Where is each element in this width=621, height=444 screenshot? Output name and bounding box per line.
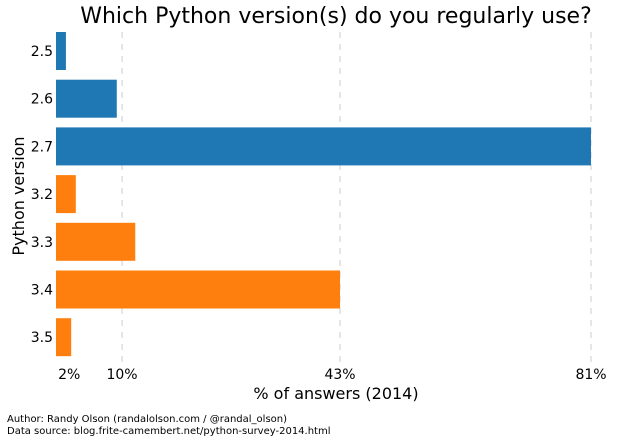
y-tick-label: 2.6 bbox=[31, 92, 53, 108]
x-tick-label: 10% bbox=[106, 367, 137, 383]
credits: Author: Randy Olson (randalolson.com / @… bbox=[7, 414, 331, 438]
x-tick-labels: 2% 10% 43% 81% bbox=[58, 367, 606, 383]
y-axis-label: Python version bbox=[9, 136, 28, 255]
bar-3-5 bbox=[56, 318, 72, 357]
bars bbox=[56, 32, 591, 357]
bar-2-6 bbox=[56, 79, 117, 118]
y-tick-label: 3.2 bbox=[31, 187, 53, 203]
bar-3-2 bbox=[56, 175, 76, 214]
bar-3-3 bbox=[56, 222, 136, 261]
gridlines bbox=[121, 32, 592, 366]
bar-3-4 bbox=[56, 270, 341, 309]
y-tick-label: 2.5 bbox=[31, 44, 53, 60]
x-tick-label: 81% bbox=[575, 367, 606, 383]
bar-2-7 bbox=[56, 127, 591, 166]
y-tick-label: 3.3 bbox=[31, 235, 53, 251]
y-tick-label: 2.7 bbox=[31, 139, 53, 155]
bar-2-5 bbox=[56, 32, 66, 70]
y-tick-labels: 2.5 2.6 2.7 3.2 3.3 3.4 3.5 bbox=[31, 44, 53, 346]
chart-title: Which Python version(s) do you regularly… bbox=[80, 4, 592, 29]
author-credit: Author: Randy Olson (randalolson.com / @… bbox=[7, 414, 288, 425]
x-tick-label: 2% bbox=[58, 367, 80, 383]
chart: 2.5 2.6 2.7 3.2 3.3 3.4 3.5 2% 10% 43% 81% Which … bbox=[9, 4, 607, 403]
x-axis-label: % of answers (2014) bbox=[253, 384, 418, 403]
y-tick-label: 3.5 bbox=[31, 330, 53, 346]
data-source-credit: Data source: blog.frite-camembert.net/py… bbox=[7, 426, 331, 437]
x-tick-label: 43% bbox=[324, 367, 355, 383]
y-tick-label: 3.4 bbox=[31, 283, 53, 299]
